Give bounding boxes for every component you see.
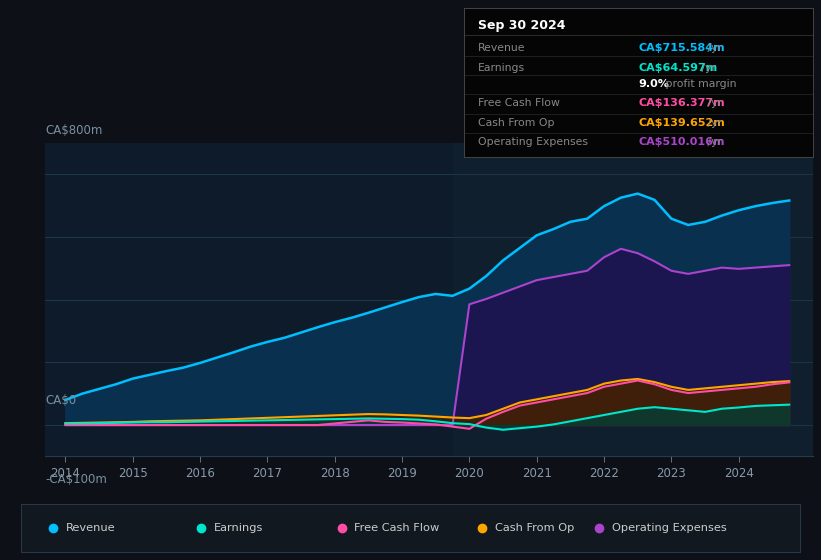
Text: CA$800m: CA$800m (45, 124, 103, 137)
Text: Cash From Op: Cash From Op (495, 523, 574, 533)
Text: /yr: /yr (704, 137, 722, 147)
Text: Cash From Op: Cash From Op (478, 118, 554, 128)
Text: /yr: /yr (704, 118, 722, 128)
Text: Free Cash Flow: Free Cash Flow (355, 523, 439, 533)
Text: /yr: /yr (704, 44, 722, 53)
Text: CA$510.016m: CA$510.016m (639, 137, 725, 147)
Text: CA$715.584m: CA$715.584m (639, 44, 725, 53)
Text: Operating Expenses: Operating Expenses (478, 137, 588, 147)
Text: CA$136.377m: CA$136.377m (639, 99, 725, 109)
Text: -CA$100m: -CA$100m (45, 473, 107, 486)
Bar (452, 143, 813, 456)
Text: Revenue: Revenue (478, 44, 525, 53)
Text: Revenue: Revenue (66, 523, 116, 533)
Text: /yr: /yr (704, 99, 722, 109)
Text: CA$139.652m: CA$139.652m (639, 118, 725, 128)
Text: Free Cash Flow: Free Cash Flow (478, 99, 560, 109)
Text: /yr: /yr (698, 63, 716, 73)
Text: Earnings: Earnings (478, 63, 525, 73)
Text: CA$0: CA$0 (45, 394, 76, 407)
Text: 9.0%: 9.0% (639, 79, 669, 89)
Text: Operating Expenses: Operating Expenses (612, 523, 727, 533)
Text: profit margin: profit margin (662, 79, 736, 89)
Text: Sep 30 2024: Sep 30 2024 (478, 19, 566, 32)
Text: CA$64.597m: CA$64.597m (639, 63, 718, 73)
Text: Earnings: Earnings (214, 523, 264, 533)
